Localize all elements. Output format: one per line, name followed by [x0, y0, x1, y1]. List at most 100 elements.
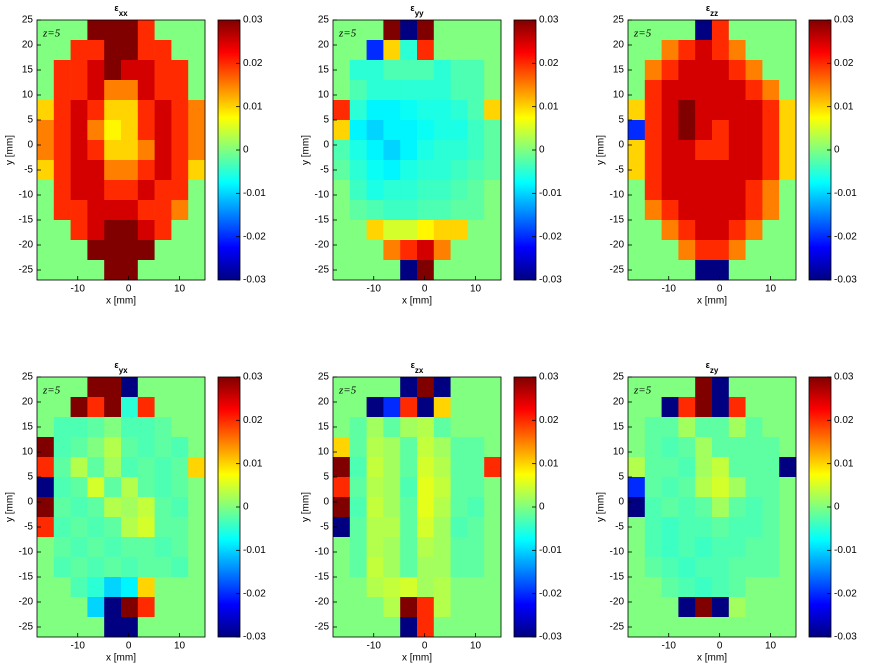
heat-cell — [349, 260, 367, 281]
heat-cell — [121, 597, 139, 618]
y-tick-label: -25 — [19, 622, 34, 633]
colorbar-tick-label: 0.02 — [243, 58, 263, 69]
heat-cell — [70, 220, 88, 241]
heat-cell — [762, 417, 780, 438]
y-tick-label: -15 — [610, 572, 625, 583]
heat-cell — [121, 557, 139, 578]
heat-cell — [188, 397, 206, 418]
y-tick-label: 20 — [22, 40, 34, 51]
y-tick-label: 10 — [318, 447, 330, 458]
heat-cell — [467, 597, 485, 618]
heat-cell — [661, 437, 679, 458]
heat-cell — [712, 597, 730, 618]
heat-cell — [121, 417, 139, 438]
heat-cell — [333, 260, 351, 281]
heat-cell — [383, 477, 401, 498]
heat-cell — [171, 40, 189, 61]
y-tick-label: 15 — [318, 65, 330, 76]
heat-cell — [484, 80, 502, 101]
heat-cell — [779, 200, 797, 221]
heat-cell — [53, 20, 71, 41]
heat-cell — [644, 220, 662, 241]
heat-cell — [53, 497, 71, 518]
heat-cell — [467, 377, 485, 398]
heat-cell — [450, 397, 468, 418]
plot-frame — [627, 376, 797, 638]
heat-cell — [104, 377, 122, 398]
heat-cell — [121, 120, 139, 141]
x-tick-label: -10 — [662, 284, 677, 295]
heat-cell — [644, 617, 662, 638]
heat-cell — [400, 577, 418, 598]
heat-cell — [333, 180, 351, 201]
y-tick-label: 15 — [613, 422, 625, 433]
heat-cell — [484, 100, 502, 121]
heat-cell — [678, 20, 696, 41]
heat-cell — [137, 417, 155, 438]
heat-cell — [745, 260, 763, 281]
heat-cell — [154, 597, 172, 618]
heat-cell — [104, 577, 122, 598]
heat-cell — [433, 80, 451, 101]
heat-cell — [188, 557, 206, 578]
heat-cell — [678, 577, 696, 598]
y-tick-label: -25 — [610, 622, 625, 633]
heat-cell — [70, 557, 88, 578]
x-tick-label: 10 — [765, 641, 777, 652]
heat-cell — [188, 200, 206, 221]
x-tick-label: -10 — [71, 284, 86, 295]
heat-cell — [678, 397, 696, 418]
y-tick-label: -15 — [19, 572, 34, 583]
heat-cell — [728, 377, 746, 398]
heat-cell — [661, 80, 679, 101]
heat-cell — [366, 20, 384, 41]
heat-cell — [87, 597, 105, 618]
heat-cell — [433, 617, 451, 638]
heat-cell — [383, 60, 401, 81]
heat-cell — [121, 437, 139, 458]
heat-cell — [644, 20, 662, 41]
heat-cell — [53, 377, 71, 398]
heat-cell — [762, 377, 780, 398]
heat-cell — [154, 577, 172, 598]
heat-cell — [383, 160, 401, 181]
y-tick-label: -25 — [610, 265, 625, 276]
heat-cell — [695, 477, 713, 498]
y-tick-label: 15 — [318, 422, 330, 433]
heat-cell — [349, 477, 367, 498]
y-tick-label: 20 — [613, 40, 625, 51]
colorbar-tick-label: -0.03 — [539, 275, 562, 286]
heat-cell — [349, 60, 367, 81]
heat-cell — [467, 577, 485, 598]
heat-cell — [188, 60, 206, 81]
heat-cell — [349, 537, 367, 558]
heat-cell — [188, 597, 206, 618]
heat-cell — [678, 597, 696, 618]
heat-cell — [70, 377, 88, 398]
colorbar-tick-label: -0.03 — [834, 632, 857, 643]
heat-cell — [171, 180, 189, 201]
heat-cell — [87, 617, 105, 638]
heat-cell — [678, 377, 696, 398]
heat-cell — [433, 497, 451, 518]
heat-cell — [628, 160, 646, 181]
y-tick-label: 5 — [618, 115, 624, 126]
heat-cell — [333, 517, 351, 538]
heat-cell — [467, 517, 485, 538]
heat-cell — [762, 140, 780, 161]
heat-cell — [484, 180, 502, 201]
heat-cell — [171, 220, 189, 241]
plot-title: εzx — [411, 360, 424, 374]
heat-cell — [678, 60, 696, 81]
heat-cell — [188, 80, 206, 101]
colorbar-tick-label: 0.02 — [539, 415, 559, 426]
heat-cell — [745, 180, 763, 201]
y-tick-label: 0 — [618, 140, 624, 151]
heat-cell — [644, 60, 662, 81]
heat-cell — [383, 240, 401, 261]
heat-cell — [400, 597, 418, 618]
heat-cell — [104, 537, 122, 558]
heat-cell — [745, 597, 763, 618]
heat-cell — [695, 240, 713, 261]
colorbar-tick-label: 0.01 — [539, 101, 559, 112]
